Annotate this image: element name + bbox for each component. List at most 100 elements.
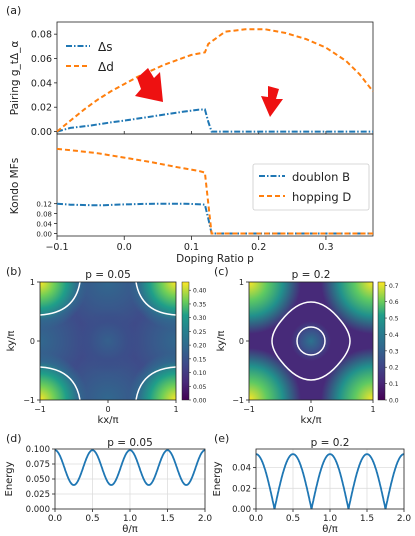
x-tick-label: 0.0	[48, 514, 63, 524]
energy-line	[55, 449, 205, 486]
y-tick-label: 0.08	[36, 211, 52, 219]
y-tick-label: 1	[239, 278, 244, 287]
panel-a-top-chart: 0.00 0.02 0.04 0.06 0.08 Pairing g_tΔ_α Δs Δ…	[9, 21, 374, 138]
fermi-contour	[296, 326, 326, 356]
x-tick-label: −1	[243, 405, 255, 414]
series-line-delta-d	[56, 28, 374, 133]
panel-label-a: (a)	[6, 4, 21, 17]
plot-frame	[54, 448, 206, 510]
colorbar	[377, 281, 386, 401]
chart-title: p = 0.05	[107, 437, 153, 449]
fermi-contour	[40, 282, 81, 316]
x-tick-label: 2.0	[198, 514, 213, 524]
colorbar-tick-label: 0.05	[193, 384, 207, 391]
heatmap-image	[40, 282, 176, 400]
panel-e-chart: p = 0.2 0.0 0.5 1.0 1.5 2.00.000.020.04 θ/π …	[212, 437, 411, 535]
colorbar-tick-label: 0.6	[389, 299, 399, 306]
x-tick-label: 2.0	[397, 514, 412, 524]
colorbar-tick-label: 0.1	[389, 381, 399, 388]
colorbar-tick-label: 0.00	[193, 398, 207, 405]
fermi-contour	[135, 366, 176, 400]
x-tick-label: 1.0	[123, 514, 138, 524]
colorbar-tick-label: 0.7	[389, 283, 399, 290]
x-axis-label: θ/π	[122, 524, 138, 535]
x-tick-label: 0	[308, 405, 313, 414]
energy-line	[256, 453, 404, 510]
y-tick-label: 0.06	[31, 54, 52, 65]
colorbar-tick-label: 0.25	[193, 329, 207, 336]
legend: Δs Δd	[66, 40, 114, 74]
x-tick-label: 0.2	[251, 242, 266, 253]
panel-label-b: (b)	[6, 265, 22, 278]
panel-c-heatmap: p = 0.2 −1−1 0 0 1 1 kx/π ky/π 0.0 0.1 0.2 0.3 0…	[216, 269, 399, 426]
colorbar-tick-label: 0.35	[193, 301, 207, 308]
legend-label-hopping: hopping D	[292, 190, 351, 204]
x-tick-label: 0.5	[286, 514, 300, 524]
panel-label-c: (c)	[214, 265, 229, 278]
colorbar-tick-label: 0.30	[193, 315, 207, 322]
x-tick-label: 1.5	[160, 514, 174, 524]
panel-d-chart: p = 0.05 0.0 0.5 1.0 1.5 2.0 0.000 0.025 0.050 0…	[4, 437, 212, 535]
colorbar-tick-label: 0.2	[389, 365, 399, 372]
y-tick-label: 1	[30, 278, 35, 287]
colorbar-tick-label: 0.5	[389, 316, 399, 323]
y-axis-label: ky/π	[216, 331, 227, 352]
x-tick-label: 0.0	[117, 242, 132, 253]
plot-frame	[56, 133, 374, 237]
y-axis-label: ky/π	[6, 331, 17, 352]
plot-frame	[255, 448, 405, 510]
colorbar-tick-label: 0.3	[389, 348, 399, 355]
colorbar-tick-label: 0.20	[193, 343, 207, 350]
colorbar	[181, 281, 190, 401]
heatmap-image	[249, 282, 373, 400]
x-axis-label: kx/π	[97, 415, 118, 426]
x-tick-label: 0.1	[184, 242, 199, 253]
series-line-delta-s	[56, 108, 373, 133]
legend-label-delta-s: Δs	[98, 40, 112, 54]
y-tick-label: 0.04	[36, 221, 52, 229]
x-axis-label: θ/π	[322, 524, 338, 535]
colorbar-tick-label: 0.4	[389, 332, 399, 339]
panel-label-d: (d)	[6, 432, 22, 445]
colorbar-tick-label: 0.15	[193, 356, 207, 363]
legend: doublon B hopping D	[252, 163, 370, 211]
fermi-contour	[40, 366, 81, 400]
y-tick-label: 0.12	[36, 201, 52, 209]
y-tick-label: 0.04	[232, 464, 251, 474]
x-tick-label: 1	[173, 405, 178, 414]
panel-b-heatmap: p = 0.05 −1−1 0 0 1 1 kx/π ky/π 0.00 0.05 0.10…	[6, 269, 207, 426]
legend-label-doublon: doublon B	[292, 170, 350, 184]
series-line-hopping	[56, 147, 373, 235]
red-arrow-icon	[261, 86, 283, 117]
colorbar-tick-label: 0.10	[193, 370, 207, 377]
x-tick-label: 1.5	[360, 514, 374, 524]
y-tick-label: 0.000	[26, 505, 50, 515]
y-tick-label: 0.00	[36, 231, 52, 239]
y-axis-label: Pairing g_tΔ_α	[9, 41, 21, 116]
y-tick-label: −1	[232, 396, 244, 405]
y-tick-label: 0	[239, 337, 244, 346]
chart-title: p = 0.05	[85, 269, 131, 281]
fermi-contour	[135, 282, 176, 316]
chart-title: p = 0.2	[311, 437, 350, 449]
y-tick-label: 0.02	[232, 484, 251, 494]
x-axis-label: Doping Ratio p	[176, 253, 254, 265]
x-tick-label: 0.3	[318, 242, 333, 253]
x-tick-label: 0.0	[249, 514, 264, 524]
y-tick-label: 0.050	[26, 475, 50, 485]
y-tick-label: 0.02	[31, 103, 52, 114]
colorbar-tick-label: 0.0	[389, 398, 399, 405]
x-tick-label: 0.5	[85, 514, 99, 524]
x-tick-label: −1	[34, 405, 46, 414]
y-tick-label: 0.025	[26, 490, 50, 500]
panel-a-bottom-chart: 0.00 0.04 0.08 0.12 −0.1 0.0 0.1 0.2 0.3 Kondo M…	[9, 133, 374, 265]
y-axis-label: Energy	[212, 461, 223, 496]
red-arrow-icon	[135, 68, 163, 102]
y-axis-label: Kondo MFs	[9, 158, 21, 214]
legend-label-delta-d: Δd	[98, 60, 114, 74]
y-tick-label: 0.00	[232, 505, 251, 515]
y-tick-label: 0	[30, 337, 35, 346]
y-tick-label: 0.08	[31, 30, 52, 41]
x-tick-label: 0	[105, 405, 110, 414]
